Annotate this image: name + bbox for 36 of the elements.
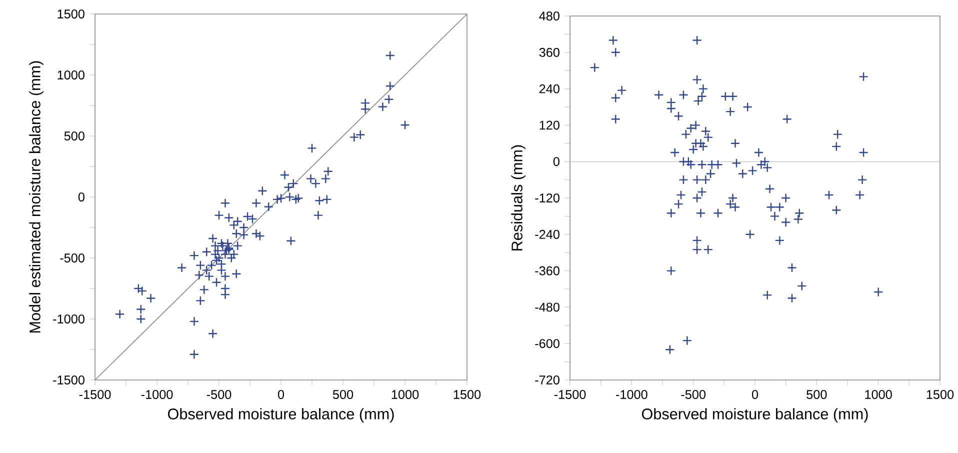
x-tick-label: -1000 [616, 390, 648, 399]
y-tick-label: -500 [60, 254, 84, 262]
x-tick-label: -1000 [141, 390, 173, 399]
y-tick-label: -600 [535, 339, 560, 348]
x-tick-label: 1000 [865, 390, 892, 399]
y-tick-label: 240 [539, 84, 560, 94]
x-tick-label: 0 [278, 390, 284, 399]
x-tick-label: 1500 [454, 390, 481, 399]
x-tick-label: 0 [752, 390, 758, 399]
y-tick-label: -240 [535, 230, 560, 239]
x-axis-title: Observed moisture balance (mm) [168, 408, 394, 422]
y-tick-label: 0 [78, 192, 84, 202]
y-tick-label: -720 [535, 376, 560, 384]
y-tick-label: 1500 [58, 10, 84, 18]
y-tick-label: 360 [539, 48, 560, 57]
x-tick-label: 1500 [926, 390, 954, 399]
x-tick-label: 1000 [392, 390, 419, 399]
y-tick-label: -1000 [53, 314, 84, 324]
y-tick-label: 480 [539, 12, 560, 20]
y-axis-title: Model estimated moisture balance (mm) [29, 61, 44, 333]
y-tick-label: -480 [535, 302, 560, 312]
y-tick-label: 120 [540, 120, 560, 130]
y-tick-label: 0 [553, 157, 560, 166]
x-tick-label: -500 [681, 390, 706, 399]
x-tick-label: -1500 [79, 390, 111, 399]
x-tick-label: 500 [332, 390, 354, 399]
x-tick-label: -1500 [554, 390, 586, 399]
y-tick-label: -1500 [53, 376, 84, 384]
y-axis-title: Residuals (mm) [511, 145, 526, 250]
x-axis-title: Observed moisture balance (mm) [642, 408, 868, 422]
y-tick-label: -120 [535, 194, 560, 202]
x-tick-label: 500 [806, 390, 827, 399]
y-tick-label: 1000 [58, 70, 84, 80]
y-tick-label: 500 [64, 132, 84, 140]
x-tick-label: -500 [206, 390, 232, 399]
y-tick-label: -360 [535, 266, 560, 276]
